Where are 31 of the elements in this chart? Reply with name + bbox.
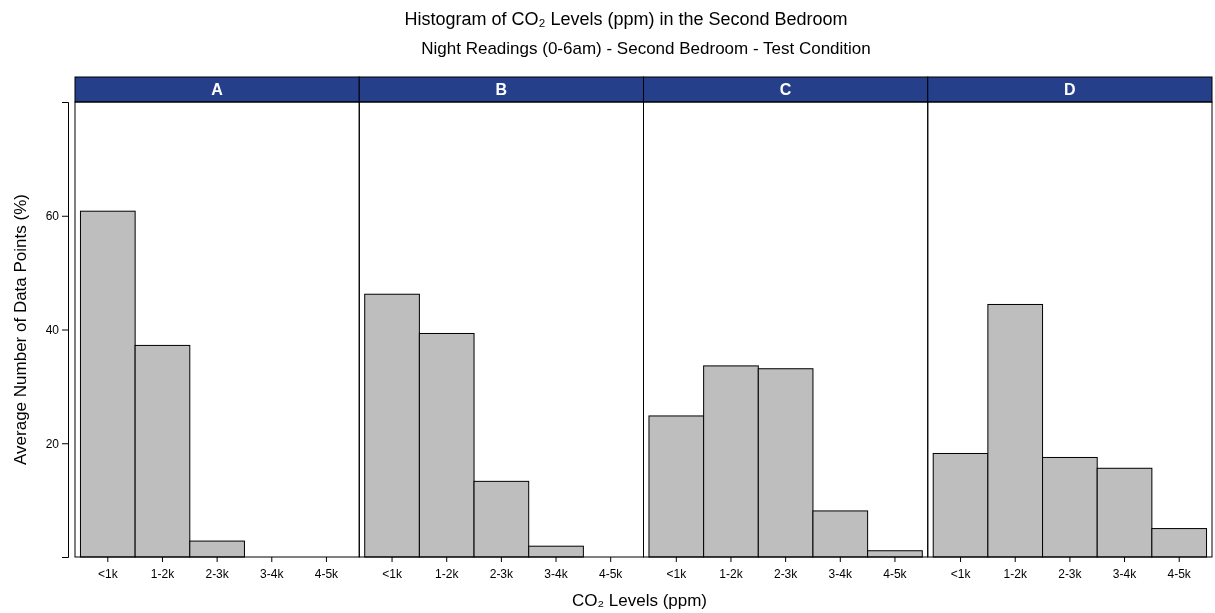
x-tick-label: <1k bbox=[382, 567, 403, 582]
y-tick-label: 60 bbox=[45, 209, 60, 224]
x-tick-label: <1k bbox=[666, 567, 688, 582]
x-tick-label: 4-5k bbox=[1167, 567, 1192, 582]
x-tick-label: 1-2k bbox=[719, 567, 744, 582]
x-tick-label: 1-2k bbox=[435, 567, 460, 582]
x-tick-label: 3-4k bbox=[828, 567, 853, 582]
chart-title: D bbox=[1064, 81, 1076, 98]
chart-title: A bbox=[211, 81, 224, 98]
text: Night Readings (0-6am) - Second Bedroom - Test Condition bbox=[421, 39, 871, 58]
x-tick-label: 1-2k bbox=[150, 567, 176, 582]
y-tick-label: 20 bbox=[45, 436, 60, 451]
x-tick-label: 3-4k bbox=[544, 567, 569, 582]
x-tick-label: 2-3k bbox=[1058, 567, 1083, 582]
y-tick-label: 40 bbox=[45, 322, 60, 337]
y-axis-title: Average Number of Data Points (%) bbox=[11, 194, 30, 465]
x-tick-label: <1k bbox=[950, 567, 972, 582]
text: Histogram of CO₂ Levels (ppm) in the Second Bedroom bbox=[404, 9, 848, 29]
x-tick-label: 1-2k bbox=[1003, 567, 1028, 582]
x-tick-label: 4-5k bbox=[883, 567, 908, 582]
x-tick-label: <1k bbox=[97, 567, 119, 582]
x-tick-label: 2-3k bbox=[773, 567, 799, 582]
x-tick-label: 3-4k bbox=[1112, 567, 1138, 582]
x-tick-label: 2-3k bbox=[205, 567, 230, 582]
chart-title: C bbox=[779, 81, 792, 98]
chart-title: B bbox=[495, 81, 508, 98]
x-tick-label: 4-5k bbox=[314, 567, 340, 582]
text: CO₂ Levels (ppm) bbox=[571, 591, 708, 610]
x-tick-label: 2-3k bbox=[489, 567, 515, 582]
x-tick-label: 4-5k bbox=[599, 567, 624, 582]
x-tick-label: 3-4k bbox=[260, 567, 285, 582]
